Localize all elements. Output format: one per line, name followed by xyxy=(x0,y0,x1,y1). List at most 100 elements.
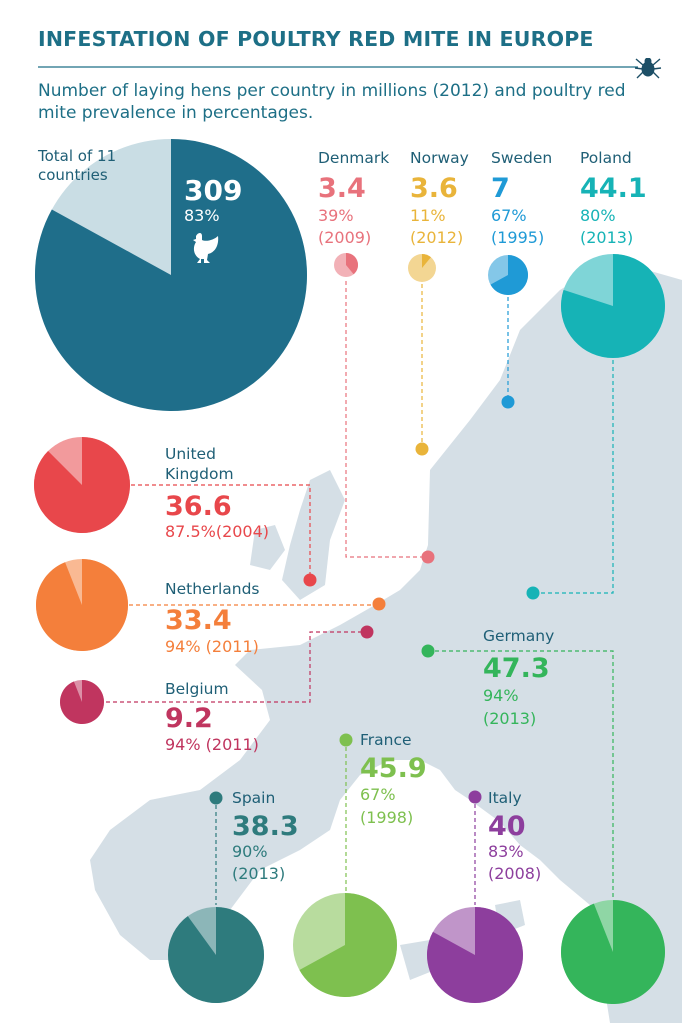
norway-name: Norway xyxy=(410,149,469,167)
italy-location-dot xyxy=(468,790,482,804)
netherlands-hens: 33.4 xyxy=(165,605,232,636)
denmark-prevalence: 39% xyxy=(318,206,354,225)
norway-pie xyxy=(408,254,436,282)
map-landmass-3 xyxy=(250,525,285,570)
belgium-name: Belgium xyxy=(165,680,229,698)
uk-prevalence-pct: 87.5% xyxy=(165,522,216,541)
belgium-connector xyxy=(106,631,367,703)
norway-year: (2012) xyxy=(410,228,464,247)
italy-name: Italy xyxy=(488,789,522,807)
spain-location-dot xyxy=(209,791,223,805)
spain-year: (2013) xyxy=(232,864,286,883)
denmark-location-dot xyxy=(421,550,435,564)
france-year: (1998) xyxy=(360,808,414,827)
poland-hens: 44.1 xyxy=(580,173,647,204)
germany-year: (2013) xyxy=(483,709,537,728)
poland-year: (2013) xyxy=(580,228,634,247)
spain-name: Spain xyxy=(232,789,276,807)
total-pie xyxy=(35,139,308,412)
france-prevalence: 67% xyxy=(360,785,396,804)
uk-name-line1: United xyxy=(165,445,216,463)
denmark-year: (2009) xyxy=(318,228,372,247)
page-subtitle: Number of laying hens per country in mil… xyxy=(38,81,626,123)
france-location-dot xyxy=(339,733,353,747)
germany-location-dot xyxy=(421,644,435,658)
italy-prevalence: 83% xyxy=(488,842,524,861)
mite-icon xyxy=(634,58,662,79)
hen-icon xyxy=(193,233,219,263)
poland-location-dot xyxy=(526,586,540,600)
belgium-pie xyxy=(59,680,104,725)
denmark-pie xyxy=(334,253,359,277)
total-label: Total of 11 countries xyxy=(38,147,117,184)
map-landmass-1 xyxy=(480,360,575,520)
title-rule xyxy=(38,58,662,79)
belgium-location-dot xyxy=(360,625,374,639)
spain-pie xyxy=(167,907,264,1003)
italy-pie xyxy=(427,907,524,1003)
spain-prevalence: 90% xyxy=(232,842,268,861)
poland-connector xyxy=(533,360,614,594)
poland-pie-slice xyxy=(561,254,666,359)
sweden-hens: 7 xyxy=(491,173,510,204)
belgium-hens: 9.2 xyxy=(165,703,213,734)
denmark-pie-slice xyxy=(346,253,359,275)
belgium-prevalence-year: 94% (2011) xyxy=(165,735,259,755)
netherlands-pie xyxy=(36,559,129,652)
sweden-pie xyxy=(488,255,529,295)
germany-hens: 47.3 xyxy=(483,653,550,684)
germany-connector xyxy=(428,650,614,898)
sweden-pie-slice xyxy=(490,255,529,295)
denmark-name: Denmark xyxy=(318,149,390,167)
germany-name: Germany xyxy=(483,627,555,645)
netherlands-location-dot xyxy=(372,597,386,611)
norway-pie-slice xyxy=(422,254,431,268)
sweden-name: Sweden xyxy=(491,149,553,167)
norway-prevalence: 11% xyxy=(410,206,446,225)
germany-prevalence: 94% xyxy=(483,686,519,705)
map-landmass-6 xyxy=(400,940,435,980)
france-pie-slice xyxy=(299,893,398,997)
italy-year: (2008) xyxy=(488,864,542,883)
belgium-prevalence: 94% xyxy=(165,735,201,754)
map-landmass-2 xyxy=(282,470,345,600)
uk-pie-slice xyxy=(34,437,131,533)
netherlands-name: Netherlands xyxy=(165,580,260,598)
denmark-hens: 3.4 xyxy=(318,173,366,204)
belgium-year: (2011) xyxy=(205,735,259,754)
uk-year: (2004) xyxy=(215,522,270,541)
belgium-pie-slice xyxy=(59,680,104,725)
netherlands-prevalence-year: 94% (2011) xyxy=(165,637,259,657)
sweden-year: (1995) xyxy=(491,228,545,247)
italy-pie-slice xyxy=(427,907,524,1003)
pie-charts xyxy=(34,139,666,1004)
denmark-connector xyxy=(345,281,428,558)
page-title: INFESTATION OF POULTRY RED MITE IN EUROP… xyxy=(38,27,594,51)
germany-pie-slice xyxy=(561,900,665,1004)
france-hens: 45.9 xyxy=(360,753,427,784)
poland-prevalence: 80% xyxy=(580,206,616,225)
sweden-location-dot xyxy=(501,395,515,409)
norway-hens: 3.6 xyxy=(410,173,458,204)
spain-pie-slice xyxy=(167,907,264,1003)
connector-lines xyxy=(106,281,614,905)
netherlands-pie-slice xyxy=(36,559,129,652)
spain-hens: 38.3 xyxy=(232,811,299,842)
germany-pie xyxy=(561,900,665,1004)
uk-pie xyxy=(34,437,131,533)
total-hens-value: 309 xyxy=(184,174,243,207)
total-pie-slice xyxy=(35,139,308,412)
uk-prevalence: 87.5%(2004) xyxy=(165,522,269,542)
sweden-prevalence: 67% xyxy=(491,206,527,225)
uk-hens: 36.6 xyxy=(165,491,232,522)
netherlands-prevalence: 94% xyxy=(165,637,201,656)
uk-connector xyxy=(131,484,311,580)
france-pie xyxy=(293,893,398,997)
uk-name-line2: Kingdom xyxy=(165,465,234,483)
france-name: France xyxy=(360,731,412,749)
poland-pie xyxy=(561,254,666,359)
uk-location-dot xyxy=(303,573,317,587)
poland-name: Poland xyxy=(580,149,632,167)
